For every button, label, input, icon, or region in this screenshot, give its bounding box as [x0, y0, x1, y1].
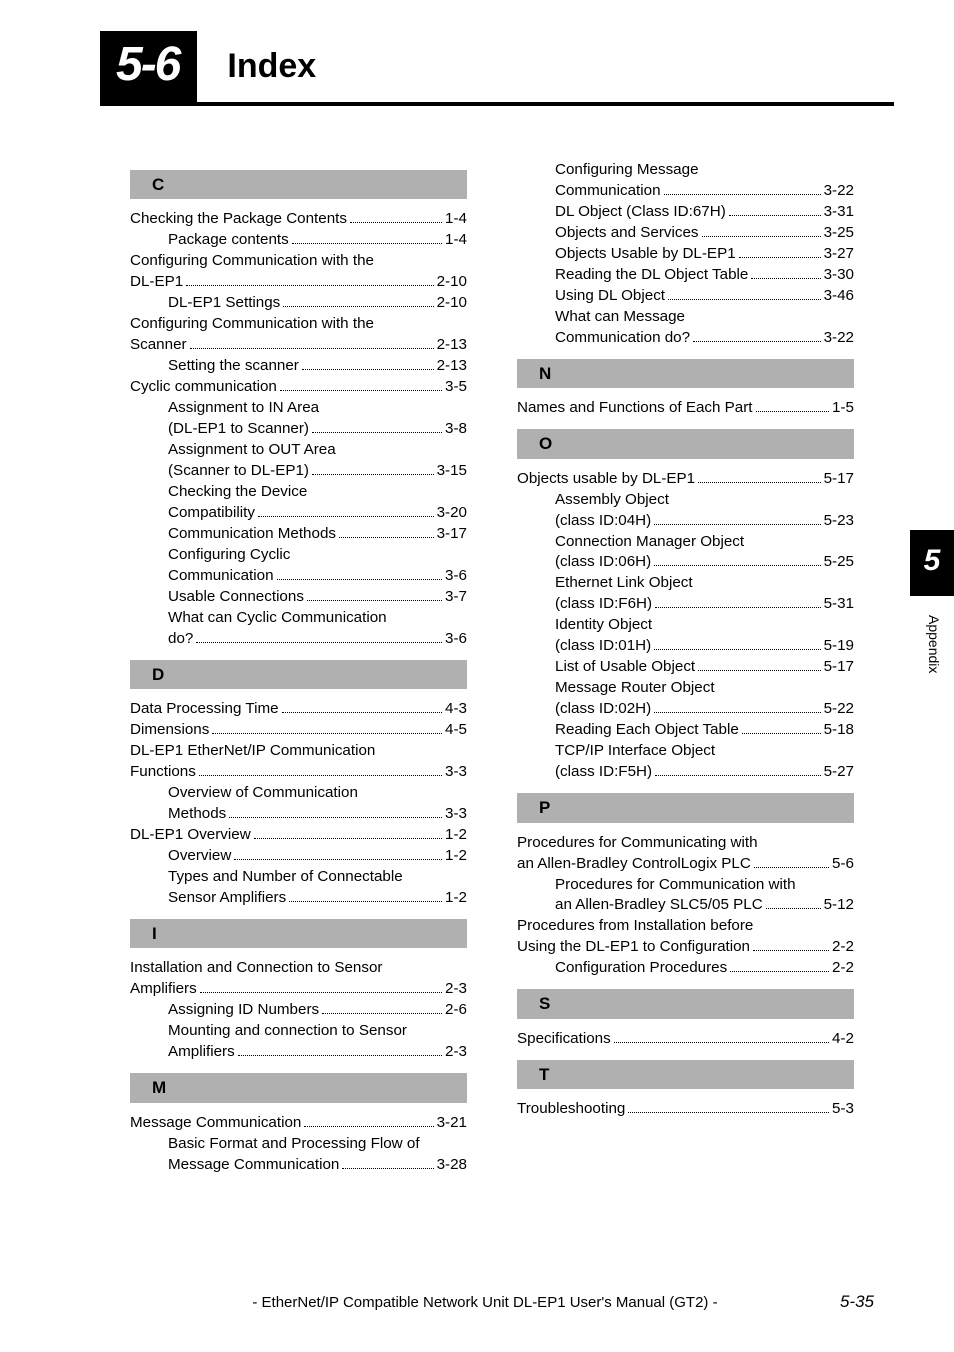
left-column: C Checking the Package Contents1-4 Packa… — [130, 160, 467, 1176]
index-subentry: Message Communication3-28 — [130, 1155, 467, 1176]
index-subentry: (class ID:02H)5-22 — [517, 699, 854, 720]
index-subentry: Message Router Object — [517, 678, 854, 699]
page-footer: - EtherNet/IP Compatible Network Unit DL… — [130, 1292, 874, 1312]
index-subentry: Communication3-22 — [517, 181, 854, 202]
index-subentry: Connection Manager Object — [517, 532, 854, 553]
index-entry: Procedures for Communicating with — [517, 833, 854, 854]
letter-head-c: C — [130, 170, 467, 199]
index-subentry: Identity Object — [517, 615, 854, 636]
letter-head-o: O — [517, 429, 854, 458]
index-subentry: Package contents1-4 — [130, 230, 467, 251]
index-entry: Using the DL-EP1 to Configuration2-2 — [517, 937, 854, 958]
index-subentry: (Scanner to DL-EP1)3-15 — [130, 461, 467, 482]
letter-head-d: D — [130, 660, 467, 689]
index-subentry: Assignment to IN Area — [130, 398, 467, 419]
index-subentry: List of Usable Object5-17 — [517, 657, 854, 678]
index-subentry: What can Cyclic Communication — [130, 608, 467, 629]
index-subentry: Objects Usable by DL-EP13-27 — [517, 244, 854, 265]
index-subentry: Assigning ID Numbers2-6 — [130, 1000, 467, 1021]
index-entry: an Allen-Bradley ControlLogix PLC5-6 — [517, 854, 854, 875]
index-entry: Data Processing Time4-3 — [130, 699, 467, 720]
index-subentry: Types and Number of Connectable — [130, 867, 467, 888]
index-entry: Installation and Connection to Sensor — [130, 958, 467, 979]
index-subentry: Basic Format and Processing Flow of — [130, 1134, 467, 1155]
letter-head-m: M — [130, 1073, 467, 1102]
letter-head-n: N — [517, 359, 854, 388]
index-subentry: Setting the scanner2-13 — [130, 356, 467, 377]
index-subentry: Usable Connections3-7 — [130, 587, 467, 608]
index-subentry: Communication do?3-22 — [517, 328, 854, 349]
index-entry: Specifications4-2 — [517, 1029, 854, 1050]
index-subentry: DL Object (Class ID:67H)3-31 — [517, 202, 854, 223]
index-subentry: Objects and Services3-25 — [517, 223, 854, 244]
index-entry: Configuring Communication with the — [130, 314, 467, 335]
index-subentry: Reading Each Object Table5-18 — [517, 720, 854, 741]
right-column: Configuring Message Communication3-22 DL… — [517, 160, 854, 1176]
footer-title: - EtherNet/IP Compatible Network Unit DL… — [130, 1294, 840, 1311]
letter-head-p: P — [517, 793, 854, 822]
index-subentry: Ethernet Link Object — [517, 573, 854, 594]
index-entry: Procedures from Installation before — [517, 916, 854, 937]
index-subentry: Communication3-6 — [130, 566, 467, 587]
index-subentry: Communication Methods3-17 — [130, 524, 467, 545]
page-header: 5-6 Index — [100, 30, 316, 102]
chapter-number: 5 — [910, 544, 954, 578]
index-subentry: Configuration Procedures2-2 — [517, 958, 854, 979]
chapter-label: Appendix — [926, 615, 942, 673]
index-subentry: (class ID:F6H)5-31 — [517, 594, 854, 615]
index-subentry: (class ID:01H)5-19 — [517, 636, 854, 657]
index-subentry: Configuring Message — [517, 160, 854, 181]
index-entry: Names and Functions of Each Part1-5 — [517, 398, 854, 419]
section-number: 5-6 — [100, 31, 197, 102]
index-subentry: Sensor Amplifiers1-2 — [130, 888, 467, 909]
index-subentry: Using DL Object3-46 — [517, 286, 854, 307]
index-subentry: Compatibility3-20 — [130, 503, 467, 524]
index-subentry: do?3-6 — [130, 629, 467, 650]
letter-head-i: I — [130, 919, 467, 948]
index-entry: Checking the Package Contents1-4 — [130, 209, 467, 230]
index-entry: DL-EP1 Overview1-2 — [130, 825, 467, 846]
index-subentry: Configuring Cyclic — [130, 545, 467, 566]
index-subentry: DL-EP1 Settings2-10 — [130, 293, 467, 314]
index-entry: Objects usable by DL-EP15-17 — [517, 469, 854, 490]
index-subentry: an Allen-Bradley SLC5/05 PLC5-12 — [517, 895, 854, 916]
index-subentry: (class ID:F5H)5-27 — [517, 762, 854, 783]
index-subentry: Amplifiers2-3 — [130, 1042, 467, 1063]
index-subentry: (DL-EP1 to Scanner)3-8 — [130, 419, 467, 440]
index-subentry: (class ID:06H)5-25 — [517, 552, 854, 573]
index-entry: Message Communication3-21 — [130, 1113, 467, 1134]
index-entry: DL-EP1 EtherNet/IP Communication — [130, 741, 467, 762]
index-entry: Troubleshooting5-3 — [517, 1099, 854, 1120]
index-entry: Cyclic communication3-5 — [130, 377, 467, 398]
footer-page-number: 5-35 — [840, 1292, 874, 1312]
index-subentry: Overview of Communication — [130, 783, 467, 804]
index-columns: C Checking the Package Contents1-4 Packa… — [130, 160, 854, 1176]
index-subentry: TCP/IP Interface Object — [517, 741, 854, 762]
index-subentry: Methods3-3 — [130, 804, 467, 825]
index-subentry: Reading the DL Object Table3-30 — [517, 265, 854, 286]
index-subentry: Overview1-2 — [130, 846, 467, 867]
index-entry: Amplifiers2-3 — [130, 979, 467, 1000]
index-subentry: Assembly Object — [517, 490, 854, 511]
index-subentry: Assignment to OUT Area — [130, 440, 467, 461]
index-subentry: Checking the Device — [130, 482, 467, 503]
index-subentry: What can Message — [517, 307, 854, 328]
index-entry: DL-EP12-10 — [130, 272, 467, 293]
chapter-tab: 5 — [910, 530, 954, 596]
index-entry: Functions3-3 — [130, 762, 467, 783]
letter-head-t: T — [517, 1060, 854, 1089]
section-title: Index — [227, 47, 316, 86]
index-entry: Configuring Communication with the — [130, 251, 467, 272]
header-rule — [100, 102, 894, 106]
index-subentry: Mounting and connection to Sensor — [130, 1021, 467, 1042]
letter-head-s: S — [517, 989, 854, 1018]
index-subentry: (class ID:04H)5-23 — [517, 511, 854, 532]
index-entry: Dimensions4-5 — [130, 720, 467, 741]
index-subentry: Procedures for Communication with — [517, 875, 854, 896]
index-entry: Scanner2-13 — [130, 335, 467, 356]
